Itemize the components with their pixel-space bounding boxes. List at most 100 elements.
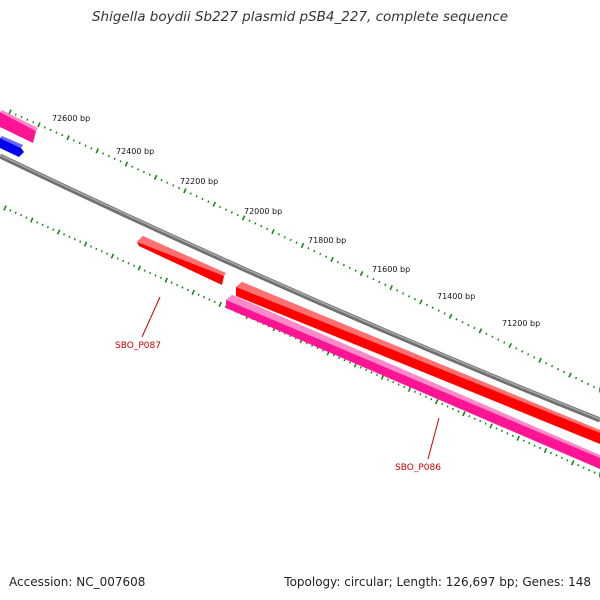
scale-tick xyxy=(378,280,381,284)
scale-tick xyxy=(170,281,173,284)
scale-tick xyxy=(186,288,189,292)
scale-tick xyxy=(201,197,204,201)
accession-text: Accession: NC_007608 xyxy=(9,575,146,589)
scale-tick xyxy=(582,466,585,469)
scale-tick xyxy=(556,367,560,371)
scale-tick xyxy=(592,385,596,389)
scale-tick xyxy=(197,293,200,296)
scale-tick xyxy=(110,253,115,259)
scale-tick xyxy=(342,263,345,267)
scale-tick xyxy=(8,109,12,115)
scale-tick xyxy=(446,405,449,408)
scale-tick xyxy=(478,328,483,334)
scale-tick xyxy=(461,320,464,324)
scale-tick xyxy=(83,241,88,247)
scale-tick xyxy=(116,257,119,260)
scale-tick xyxy=(343,358,346,362)
scale-tick xyxy=(236,214,239,217)
scale-tick xyxy=(419,393,422,396)
scale-tick xyxy=(68,235,71,238)
scale-tick xyxy=(137,168,140,171)
scale-tick xyxy=(14,211,17,214)
scale-tick xyxy=(132,264,136,267)
scale-tick xyxy=(202,295,206,299)
scale-tick xyxy=(555,454,558,457)
scale-tick xyxy=(224,208,228,211)
scale-tick xyxy=(497,338,500,341)
scale-tick xyxy=(43,126,46,129)
scale-tick xyxy=(462,411,466,417)
scale-tick xyxy=(295,241,298,244)
scale-tick xyxy=(544,361,548,365)
scale-tick xyxy=(124,161,129,167)
scale-tick xyxy=(560,456,563,459)
scale-tick xyxy=(468,415,471,418)
scale-tick xyxy=(503,341,506,344)
scale-tick xyxy=(36,221,39,224)
scale-tick xyxy=(473,417,476,420)
scale-tick xyxy=(588,468,591,472)
scale-tick xyxy=(574,376,578,380)
scale-tick xyxy=(154,274,157,277)
scale-tick xyxy=(300,242,305,249)
scale-tick xyxy=(448,313,453,319)
scale-tick xyxy=(431,306,434,309)
scale-tick xyxy=(437,309,440,312)
tick-label-72000: 72000 bp xyxy=(244,207,282,216)
tick-label-71600: 71600 bp xyxy=(372,265,410,274)
scale-tick xyxy=(260,224,263,228)
scale-tick xyxy=(213,300,216,304)
scale-tick xyxy=(160,178,163,182)
scale-tick xyxy=(500,429,504,433)
scale-tick xyxy=(354,269,357,272)
scale-tick xyxy=(370,371,373,374)
scale-tick xyxy=(479,419,482,423)
scale-tick xyxy=(396,289,399,292)
scale-tick xyxy=(9,209,12,212)
scale-tick xyxy=(508,342,513,349)
scale-tick xyxy=(166,181,169,184)
scale-tick xyxy=(384,283,387,287)
scale-tick xyxy=(84,144,87,147)
plasmid-backbone xyxy=(0,153,600,423)
scale-tick xyxy=(538,357,542,363)
scale-tick xyxy=(515,347,518,350)
scale-tick xyxy=(73,238,76,241)
scale-tick xyxy=(212,201,217,207)
scale-tick xyxy=(266,227,269,231)
scale-tick xyxy=(164,277,169,283)
scale-tick xyxy=(443,312,446,315)
scale-tick xyxy=(20,214,23,217)
scale-tick xyxy=(321,349,324,352)
scale-tick xyxy=(386,378,389,381)
scale-tick xyxy=(177,186,181,190)
outer-scale-ticks xyxy=(8,109,600,393)
scale-tick xyxy=(189,192,192,195)
scale-tick xyxy=(566,459,569,462)
scale-tick xyxy=(283,236,286,239)
scale-tick xyxy=(506,432,509,435)
tick-label-71200: 71200 bp xyxy=(502,319,540,328)
scale-tick xyxy=(359,366,362,369)
scale-tick xyxy=(95,247,98,251)
scale-tick xyxy=(191,289,196,295)
scale-tick xyxy=(580,379,584,383)
scale-tick xyxy=(95,148,100,154)
scale-tick xyxy=(3,205,7,211)
scale-tick xyxy=(26,118,29,121)
scale-tick xyxy=(143,269,146,272)
scale-tick xyxy=(148,173,151,176)
tick-label-72200: 72200 bp xyxy=(180,177,218,186)
scale-tick xyxy=(153,174,158,180)
scale-tick xyxy=(325,255,328,258)
scale-tick xyxy=(52,228,55,231)
gene-label-SBO_P087: SBO_P087 xyxy=(115,341,161,351)
scale-tick xyxy=(319,252,322,256)
scale-tick xyxy=(172,184,175,187)
scale-tick xyxy=(248,219,251,222)
scale-tick xyxy=(79,240,82,243)
scale-tick xyxy=(313,249,316,253)
scale-tick xyxy=(208,298,211,301)
scale-tick xyxy=(195,195,198,198)
